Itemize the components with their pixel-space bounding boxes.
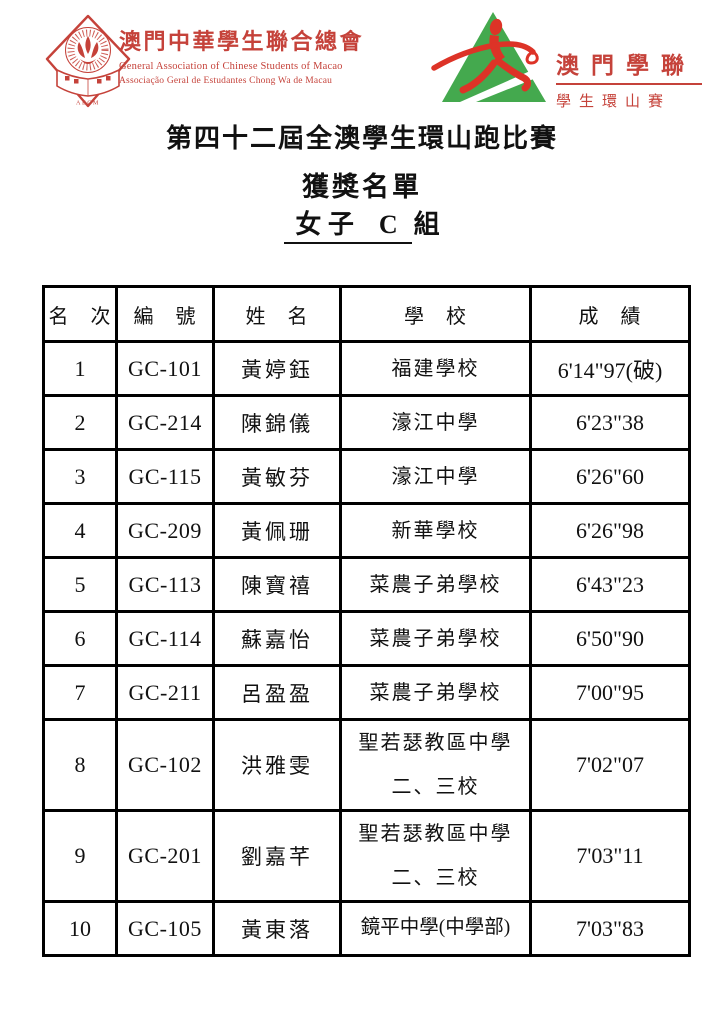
name-cell: 黃婷鈺 [212,340,342,397]
table-row: 10 GC-105 黃東落 鏡平中學(中學部) 7'03"83 [42,900,691,957]
result-cell: 6'23"38 [529,394,691,451]
group-suffix: 組 [413,210,440,239]
school-cell: 聖若瑟教區中學 二、三校 [339,809,532,903]
number-cell: GC-105 [115,900,215,957]
org-name-block: 澳門中華學生聯合總會 General Association of Chines… [119,24,364,86]
page-title: 第四十二屆全澳學生環山跑比賽 [165,124,558,153]
event-logo-divider [556,83,702,85]
event-logo-text-block: 澳門學聯 學生環山賽 [556,46,702,111]
table-row: 1 GC-101 黃婷鈺 福建學校 6'14"97(破) [42,340,691,397]
number-cell: GC-115 [115,448,215,505]
result-cell: 6'14"97(破) [529,340,691,397]
result-cell: 7'00"95 [529,664,691,721]
name-cell: 劉嘉芊 [212,809,342,903]
rank-cell: 6 [42,610,118,667]
result-cell: 6'26"60 [529,448,691,505]
table-header-row: 名 次 編 號 姓 名 學 校 成 績 [42,285,691,343]
rank-cell: 7 [42,664,118,721]
name-cell: 蘇嘉怡 [212,610,342,667]
group-letter: C [364,209,412,244]
table-row: 6 GC-114 蘇嘉怡 菜農子弟學校 6'50"90 [42,610,691,667]
school-cell: 菜農子弟學校 [339,556,532,613]
school-cell: 聖若瑟教區中學 二、三校 [339,718,532,812]
table-row: 2 GC-214 陳錦儀 濠江中學 6'23"38 [42,394,691,451]
name-cell: 呂盈盈 [212,664,342,721]
results-table: 名 次 編 號 姓 名 學 校 成 績 1 GC-101 黃婷鈺 福建學校 6'… [42,285,691,957]
table-row: 8 GC-102 洪雅雯 聖若瑟教區中學 二、三校 7'02"07 [42,718,691,812]
rank-cell: 3 [42,448,118,505]
table-row: 3 GC-115 黃敏芬 濠江中學 6'26"60 [42,448,691,505]
rank-cell: 8 [42,718,118,812]
number-cell: GC-101 [115,340,215,397]
number-cell: GC-201 [115,809,215,903]
number-cell: GC-214 [115,394,215,451]
result-cell: 6'26"98 [529,502,691,559]
number-cell: GC-102 [115,718,215,812]
school-cell: 濠江中學 [339,448,532,505]
rank-cell: 9 [42,809,118,903]
col-header-school: 學 校 [339,285,532,343]
col-header-rank: 名 次 [42,285,118,343]
col-header-number: 編 號 [115,285,215,343]
school-cell: 菜農子弟學校 [339,610,532,667]
event-logo-title: 澳門學聯 [556,53,696,78]
name-cell: 洪雅雯 [212,718,342,812]
group-name: 女 子 [284,209,365,244]
event-mountain-runner-logo-icon [431,12,546,102]
org-name-pt: Associação Geral de Estudantes Chong Wa … [119,76,333,86]
rank-cell: 4 [42,502,118,559]
org-name-zh: 澳門中華學生聯合總會 [119,29,365,54]
aecm-acronym-text: AECM [76,100,100,107]
org-name-en: General Association of Chinese Students … [119,61,343,72]
rank-cell: 2 [42,394,118,451]
number-cell: GC-209 [115,502,215,559]
school-cell: 新華學校 [339,502,532,559]
number-cell: GC-114 [115,610,215,667]
name-cell: 黃佩珊 [212,502,342,559]
result-cell: 7'02"07 [529,718,691,812]
table-row: 5 GC-113 陳寶禧 菜農子弟學校 6'43"23 [42,556,691,613]
col-header-result: 成 績 [529,285,691,343]
col-header-name: 姓 名 [212,285,342,343]
result-cell: 6'50"90 [529,610,691,667]
table-row: 9 GC-201 劉嘉芊 聖若瑟教區中學 二、三校 7'03"11 [42,809,691,903]
name-cell: 陳寶禧 [212,556,342,613]
school-cell: 鏡平中學(中學部) [339,900,532,957]
name-cell: 黃敏芬 [212,448,342,505]
rank-cell: 1 [42,340,118,397]
rank-cell: 10 [42,900,118,957]
result-cell: 7'03"11 [529,809,691,903]
school-cell: 濠江中學 [339,394,532,451]
rank-cell: 5 [42,556,118,613]
result-cell: 6'43"23 [529,556,691,613]
school-cell: 福建學校 [339,340,532,397]
school-cell: 菜農子弟學校 [339,664,532,721]
number-cell: GC-113 [115,556,215,613]
aecm-association-logo-icon: AECM [45,14,131,108]
result-cell: 7'03"83 [529,900,691,957]
name-cell: 黃東落 [212,900,342,957]
name-cell: 陳錦儀 [212,394,342,451]
number-cell: GC-211 [115,664,215,721]
event-logo-subtitle: 學生環山賽 [556,94,672,110]
page-subtitle: 獲獎名單 [302,172,422,202]
table-row: 7 GC-211 呂盈盈 菜農子弟學校 7'00"95 [42,664,691,721]
table-row: 4 GC-209 黃佩珊 新華學校 6'26"98 [42,502,691,559]
